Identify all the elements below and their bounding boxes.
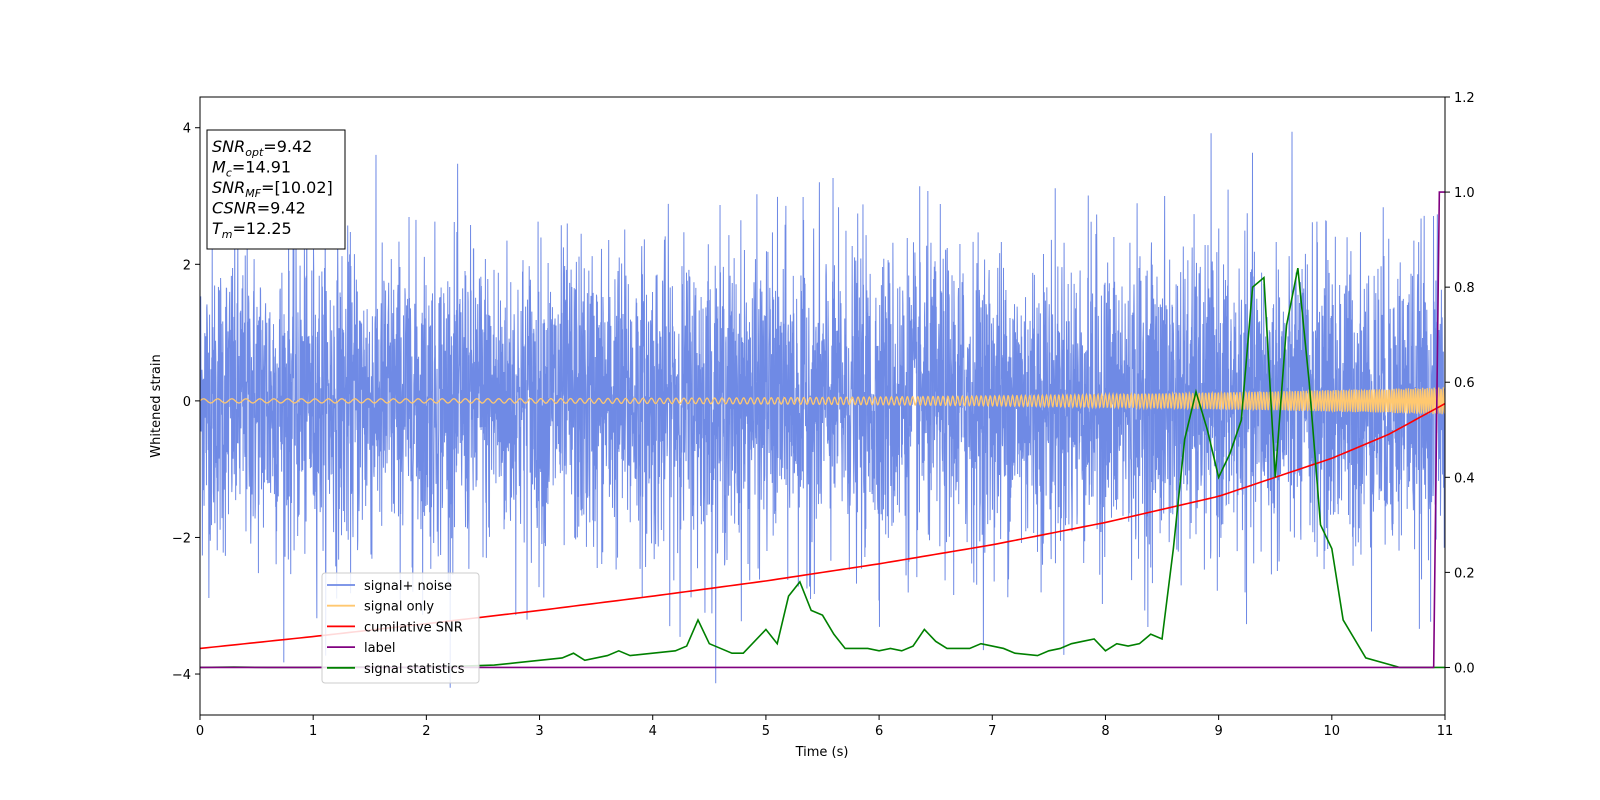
- plot-frame: [199, 96, 1446, 716]
- y-tick-label: 4: [183, 122, 191, 137]
- x-tick-label: 4: [649, 724, 657, 739]
- info-line: SNRMF=[10.02]: [212, 178, 333, 200]
- info-line: Mc=14.91: [212, 158, 291, 180]
- y-tick-label: 2: [183, 258, 191, 273]
- right-tick-label: 0.0: [1454, 661, 1475, 676]
- right-tick-label: 1.2: [1454, 91, 1475, 106]
- x-tick-label: 9: [1214, 724, 1222, 739]
- y-axis-right: 0.0 0.2 0.4 0.6 0.8 1.0 1.2: [1445, 91, 1475, 676]
- x-axis: 0 1 2 3 4 5 6 7 8 9 10 11: [196, 715, 1453, 739]
- right-tick-label: 0.4: [1454, 471, 1475, 486]
- legend: signal+ noise signal only cumilative SNR la…: [321, 572, 480, 684]
- x-tick-label: 2: [422, 724, 430, 739]
- y-axis-left: −4 −2 0 2 4: [172, 122, 200, 683]
- x-tick-label: 11: [1437, 724, 1454, 739]
- legend-frame: [321, 572, 480, 684]
- legend-label: signal+ noise: [364, 579, 452, 594]
- x-tick-label: 1: [309, 724, 317, 739]
- x-tick-label: 3: [535, 724, 543, 739]
- y-tick-label: 0: [183, 395, 191, 410]
- y-tick-label: −2: [172, 531, 191, 546]
- right-tick-label: 0.8: [1454, 281, 1475, 296]
- x-tick-label: 6: [875, 724, 883, 739]
- legend-label: signal statistics: [364, 662, 465, 677]
- info-line: Tm=12.25: [212, 219, 292, 241]
- x-tick-label: 10: [1324, 724, 1341, 739]
- right-tick-label: 0.2: [1454, 566, 1475, 581]
- series-signal-statistics: [200, 267, 1445, 669]
- x-tick-label: 7: [988, 724, 996, 739]
- series-label: [200, 191, 1445, 669]
- legend-label: cumilative SNR: [364, 620, 463, 635]
- y-axis-label: Whitened strain: [149, 354, 164, 457]
- x-tick-label: 8: [1101, 724, 1109, 739]
- info-line: CSNR=9.42: [212, 199, 306, 218]
- right-tick-label: 1.0: [1454, 186, 1475, 201]
- info-line: SNRopt=9.42: [212, 137, 312, 159]
- x-axis-label: Time (s): [795, 745, 849, 760]
- info-box: SNRopt=9.42Mc=14.91SNRMF=[10.02]CSNR=9.4…: [206, 129, 346, 250]
- legend-label: label: [364, 641, 395, 656]
- legend-label: signal only: [364, 600, 434, 615]
- x-tick-label: 0: [196, 724, 204, 739]
- y-tick-label: −4: [172, 668, 191, 683]
- x-tick-label: 5: [762, 724, 770, 739]
- info-box-frame: [206, 129, 346, 250]
- series-signal-only: [200, 387, 1445, 415]
- right-tick-label: 0.6: [1454, 376, 1475, 391]
